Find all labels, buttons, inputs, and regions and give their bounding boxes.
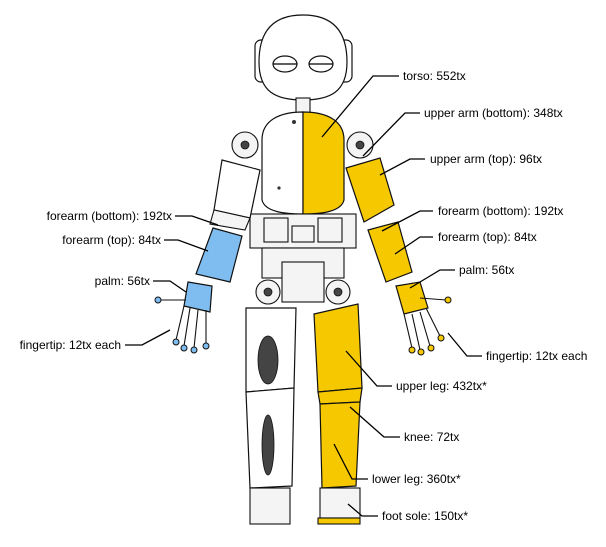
label-fingertip-right: fingertip: 12tx each (486, 349, 587, 363)
label-lower-leg: lower leg: 360tx* (372, 472, 461, 486)
torso-skin-covered (302, 111, 345, 215)
label-palm-right: palm: 56tx (459, 263, 514, 277)
label-forearm-bottom-right: forearm (bottom): 192tx (438, 204, 563, 218)
robot-right-arm (345, 157, 452, 356)
label-forearm-top-left: forearm (top): 84tx (62, 233, 161, 247)
label-upper-leg: upper leg: 432tx* (396, 379, 487, 393)
label-torso: torso: 552tx (403, 69, 466, 83)
right-lower-leg-skin-covered (319, 401, 361, 489)
right-foot-sole-skin-covered (317, 517, 361, 525)
robot-shoulders (231, 131, 374, 159)
labels: torso: 552tx upper arm (bottom): 348tx u… (20, 69, 588, 523)
left-forearm-skin-covered (195, 227, 243, 283)
robot-right-leg (313, 303, 363, 525)
robot-head (254, 14, 353, 117)
right-palm-skin-covered (395, 281, 429, 315)
robot-figure (154, 14, 452, 525)
label-forearm-bottom-left: forearm (bottom): 192tx (47, 209, 172, 223)
left-palm-skin-covered (183, 281, 213, 313)
robot-hip (249, 213, 357, 305)
label-palm-left: palm: 56tx (95, 274, 150, 288)
label-knee: knee: 72tx (404, 430, 459, 444)
label-upper-arm-top: upper arm (top): 96tx (430, 152, 542, 166)
leader-lines (125, 75, 482, 517)
right-upper-arm-skin-covered (345, 157, 395, 223)
label-fingertip-left: fingertip: 12tx each (20, 338, 121, 352)
label-forearm-top-right: forearm (top): 84tx (438, 230, 537, 244)
robot-left-leg (245, 307, 297, 525)
label-upper-arm-bottom: upper arm (bottom): 348tx (424, 106, 563, 120)
label-foot-sole: foot sole: 150tx* (382, 509, 468, 523)
right-forearm-skin-covered (367, 221, 413, 283)
right-upper-leg-skin-covered (313, 303, 363, 393)
robot-left-arm (154, 159, 261, 354)
robot-torso (261, 111, 345, 215)
